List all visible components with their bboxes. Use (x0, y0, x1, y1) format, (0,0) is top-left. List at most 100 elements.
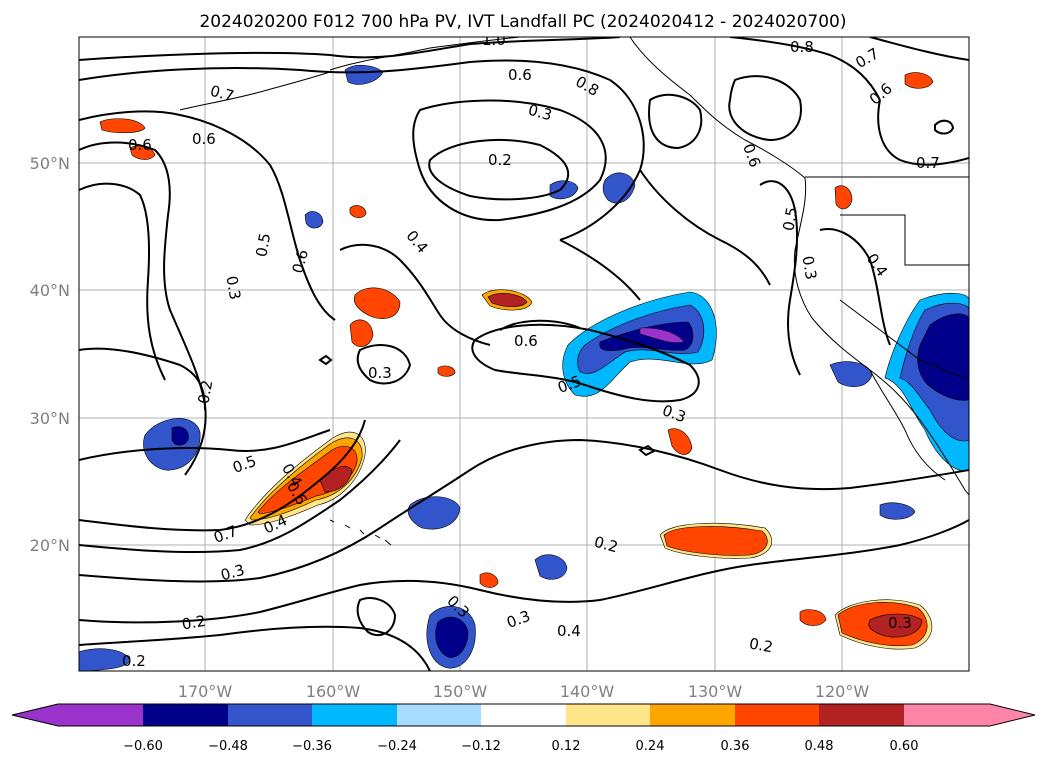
contour-line-28 (639, 169, 771, 286)
contour-label: 0.2 (488, 151, 512, 169)
colorbar-segments (12, 704, 1035, 726)
pos-blob-northwest-2 (129, 145, 156, 160)
colorbar-tick-label: 0.12 (552, 739, 581, 754)
border-states-1 (840, 214, 969, 266)
colorbar-segment (143, 704, 228, 726)
contour-label: 0.3 (526, 101, 554, 125)
colorbar: −0.60 −0.48 −0.36 −0.24 −0.12 0.12 0.24 … (11, 703, 1036, 754)
colorbar-tick-label: 0.48 (805, 739, 834, 754)
contour-line-9 (79, 429, 331, 461)
lat-label: 30°N (30, 409, 70, 428)
pos-blob-east-band-core (663, 526, 768, 556)
map-title: 2024020200 F012 700 hPa PV, IVT Landfall… (199, 12, 846, 32)
colorbar-segment (228, 704, 312, 726)
pos-blob-southwest-band-core (257, 446, 358, 515)
contour-line-12 (79, 438, 969, 583)
contour-line-7 (79, 182, 166, 381)
neg-blob-east-pacific-core (599, 321, 694, 352)
neg-blob-south-central (534, 554, 568, 580)
colorbar-segment (312, 704, 397, 726)
pos-blob-west-mid-2 (349, 319, 374, 348)
contour-line-21 (877, 99, 969, 166)
pos-blob-northwest-1 (99, 118, 146, 134)
contour-line-4 (428, 139, 570, 201)
coast-baja (869, 369, 946, 481)
lat-label: 20°N (30, 536, 70, 555)
pos-blob-small-4 (349, 205, 367, 218)
neg-blob-north-2 (602, 172, 636, 204)
pos-blob-small-5 (437, 365, 456, 377)
pos-blob-northeast (904, 72, 934, 89)
colorbar-tick-label: −0.48 (208, 739, 248, 754)
contour-label: 0.6 (128, 136, 152, 154)
contour-line-11 (79, 439, 401, 554)
neg-blob-west-1-core (171, 426, 189, 446)
hawaii-islands (329, 519, 392, 546)
contour-line-29 (934, 119, 955, 135)
contour-label: 0.2 (194, 379, 216, 406)
contour-line-20 (869, 37, 969, 61)
neg-blob-california-core (917, 313, 969, 401)
coast-north-america (629, 37, 969, 496)
pv-contours (79, 37, 969, 671)
pos-blob-southeast-peak (868, 613, 923, 638)
contour-label: 0.3 (219, 561, 247, 585)
contour-label: 0.3 (798, 254, 820, 281)
contour-line-18 (356, 344, 412, 385)
contour-line-22 (648, 93, 703, 150)
contour-line-25 (819, 228, 891, 346)
colorbar-tick-label: 0.60 (890, 739, 919, 754)
lat-label: 40°N (30, 281, 70, 300)
map-panel: 1.0 0.8 0.7 0.6 0.8 0.6 0.3 0.7 0.6 0.6 … (78, 31, 970, 672)
colorbar-ticks: −0.60 −0.48 −0.36 −0.24 −0.12 0.12 0.24 … (123, 739, 918, 754)
contour-line-3 (412, 99, 607, 222)
contour-label: 0.8 (790, 38, 814, 56)
contour-label: 0.2 (592, 533, 620, 557)
pos-blob-small-2 (667, 428, 693, 455)
contour-line-13 (79, 519, 969, 624)
contour-line-1 (79, 37, 621, 61)
pos-blob-small-3 (799, 609, 827, 626)
contour-label: 0.2 (180, 612, 207, 634)
colorbar-segment (819, 704, 904, 726)
contour-label: 0.3 (222, 274, 244, 301)
lat-label: 50°N (30, 154, 70, 173)
contour-label: 0.6 (192, 130, 216, 148)
colorbar-segment (12, 704, 143, 726)
contour-label: 1.0 (482, 31, 506, 49)
contour-line-10 (79, 419, 366, 532)
coast-aleutians (179, 71, 331, 111)
neg-blob-baja (879, 502, 916, 520)
colorbar-tick-label: −0.36 (292, 739, 332, 754)
colorbar-segment (904, 704, 1035, 726)
colorbar-segment (650, 704, 735, 726)
neg-blob-north-1 (549, 180, 579, 200)
longitude-labels: 170°W 160°W 150°W 140°W 130°W 120°W (178, 682, 870, 701)
contour-label: 0.6 (289, 248, 313, 276)
contour-line-17 (356, 597, 397, 637)
pos-blob-west-mid (353, 287, 401, 319)
lon-label: 170°W (178, 682, 233, 701)
contour-label: 0.5 (252, 232, 274, 259)
contour-label: 0.7 (208, 82, 236, 106)
colorbar-tick-label: −0.12 (461, 739, 501, 754)
contour-line-24 (759, 180, 801, 376)
lon-label: 120°W (815, 682, 870, 701)
pos-blob-central-north-core (487, 293, 528, 307)
contour-line-5 (79, 110, 336, 321)
contour-line-15 (471, 323, 700, 403)
neg-blob-hawaii-south-core (435, 616, 469, 658)
contour-line-16 (499, 319, 581, 331)
contour-line-14 (79, 625, 431, 671)
neg-blob-central (407, 496, 461, 530)
positive-shading (99, 72, 934, 650)
colorbar-segment (566, 704, 650, 726)
contour-label: 0.2 (122, 652, 146, 670)
contour-label: 0.4 (557, 622, 581, 640)
coastlines (179, 37, 969, 546)
coast-alaska (329, 37, 521, 71)
contour-line-30 (318, 354, 333, 366)
contour-label: 0.2 (748, 634, 775, 656)
contour-line-19 (729, 37, 881, 101)
colorbar-segment (397, 704, 481, 726)
